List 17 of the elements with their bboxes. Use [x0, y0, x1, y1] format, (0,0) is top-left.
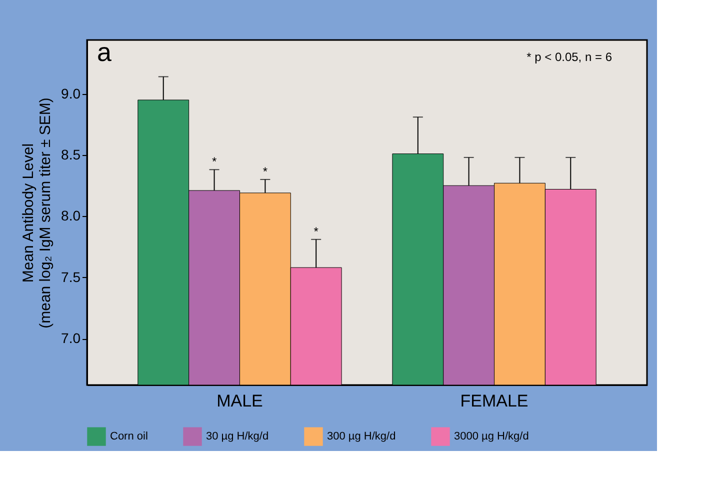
- annotation: a: [97, 37, 112, 67]
- y-tick-label: 9.0: [61, 85, 81, 102]
- data-label: *: [212, 154, 217, 169]
- data-label: *: [262, 164, 268, 178]
- legend-label: 300 µg H/kg/d: [327, 430, 396, 443]
- y-tick-label: 8.5: [61, 146, 81, 162]
- y-tick-label: 8.0: [61, 208, 81, 224]
- legend-label: 3000 µg H/kg/d: [454, 430, 529, 443]
- y-axis-title: Mean Antibody Level (mean log₂ IgM serum titer ± SEM): [20, 98, 54, 328]
- y-tick-label: 7.5: [61, 268, 81, 285]
- y-tick-label: 7.0: [61, 330, 81, 346]
- annotation: * p < 0.05, n = 6: [526, 50, 612, 64]
- x-tick-label: FEMALE: [460, 392, 528, 410]
- x-tick-label: MALE: [216, 392, 263, 410]
- legend-label: 30 µg H/kg/d: [206, 430, 269, 443]
- data-label: *: [314, 224, 319, 238]
- legend-label: Corn oil: [110, 430, 148, 443]
